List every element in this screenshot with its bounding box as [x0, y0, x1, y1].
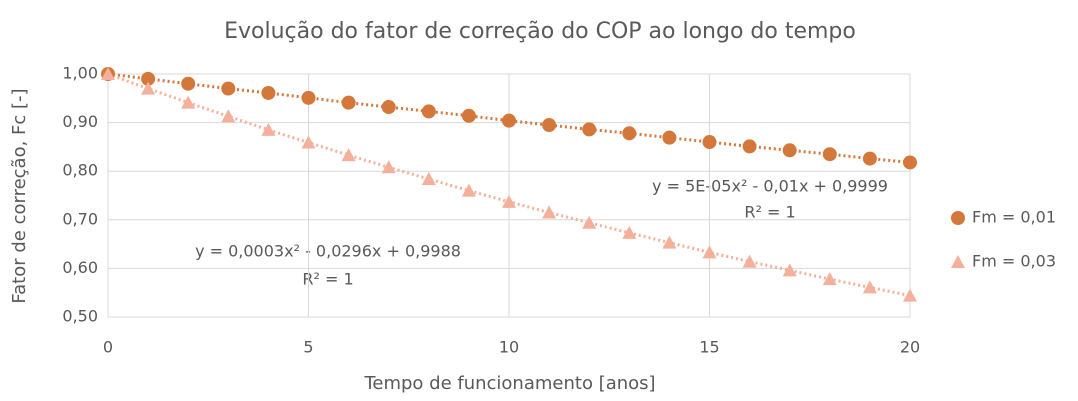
- data-point: [542, 205, 557, 219]
- data-point: [461, 183, 476, 197]
- legend-label: Fm = 0,03: [972, 252, 1056, 271]
- data-point: [381, 160, 396, 174]
- data-point: [421, 104, 436, 119]
- data-point: [502, 113, 516, 128]
- annotation: y = 0,0003x² - 0,0296x + 0,9988: [195, 242, 461, 261]
- annotation: R² = 1: [744, 203, 795, 222]
- y-tick-label: 0,70: [62, 209, 98, 228]
- data-point: [261, 85, 276, 100]
- data-point: [903, 155, 917, 170]
- y-axis-title: Fator de correção, Fc [-]: [9, 88, 30, 303]
- x-tick-label: 20: [900, 338, 920, 357]
- data-point: [702, 245, 717, 259]
- x-axis-title: Tempo de funcionamento [anos]: [363, 373, 655, 394]
- data-point: [582, 215, 597, 229]
- data-point: [822, 147, 837, 162]
- legend-marker: [951, 211, 965, 225]
- data-point: [301, 90, 316, 105]
- data-point: [622, 126, 637, 141]
- chart-title: Evolução do fator de correção do COP ao …: [224, 19, 856, 44]
- data-point: [862, 280, 877, 294]
- data-point: [181, 95, 196, 109]
- data-point: [421, 171, 436, 185]
- data-point: [181, 76, 196, 91]
- data-point: [221, 109, 236, 123]
- x-tick-label: 10: [499, 338, 519, 357]
- y-tick-label: 0,90: [62, 112, 98, 131]
- x-tick-label: 0: [103, 338, 113, 357]
- data-point: [702, 135, 717, 150]
- data-point: [101, 67, 115, 80]
- data-point: [822, 272, 837, 286]
- data-point: [582, 122, 597, 137]
- data-point: [141, 71, 156, 86]
- data-point: [742, 254, 757, 268]
- legend-marker: [951, 255, 965, 268]
- data-point: [742, 139, 757, 154]
- data-point: [341, 95, 356, 110]
- data-point: [662, 235, 677, 249]
- data-point: [221, 81, 236, 96]
- data-point: [782, 263, 797, 277]
- data-point: [502, 194, 516, 208]
- data-point: [903, 288, 917, 302]
- data-point: [461, 108, 476, 123]
- x-tick-label: 5: [303, 338, 313, 357]
- data-point: [542, 118, 557, 133]
- legend-label: Fm = 0,01: [972, 208, 1056, 227]
- data-point: [341, 148, 356, 162]
- annotation: R² = 1: [302, 270, 353, 289]
- data-point: [381, 100, 396, 115]
- data-point: [862, 151, 877, 166]
- y-tick-label: 1,00: [62, 64, 98, 83]
- data-point: [662, 130, 677, 145]
- x-tick-label: 15: [699, 338, 719, 357]
- data-point: [141, 81, 156, 95]
- y-tick-label: 0,50: [62, 307, 98, 326]
- data-point: [301, 135, 316, 149]
- y-tick-label: 0,60: [62, 258, 98, 277]
- y-tick-label: 0,80: [62, 161, 98, 180]
- annotation: y = 5E-05x² - 0,01x + 0,9999: [652, 177, 888, 196]
- data-point: [622, 225, 637, 239]
- data-point: [782, 143, 797, 158]
- data-point: [261, 122, 276, 136]
